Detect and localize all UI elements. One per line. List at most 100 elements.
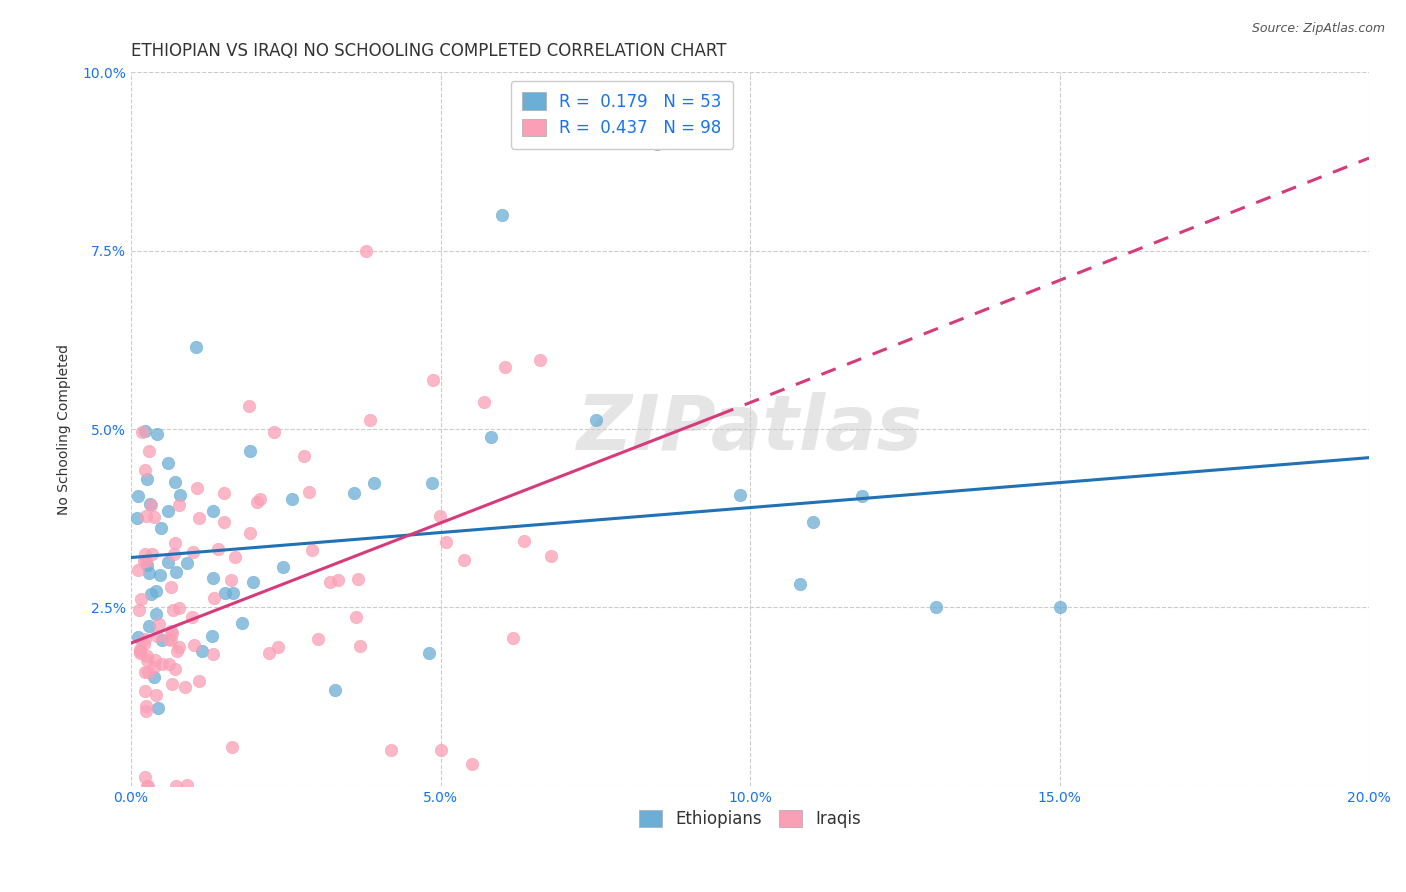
Point [132, 637, 155, 651]
Point [139, 499, 162, 513]
Point [135, 653, 157, 667]
Point [146, 629, 169, 643]
Point [131, 425, 153, 439]
Point [502, 631, 524, 645]
Point [201, 504, 224, 518]
Point [429, 743, 451, 757]
Point [434, 534, 457, 549]
Point [149, 568, 172, 582]
Point [202, 571, 225, 585]
Point [145, 583, 167, 598]
Point [301, 543, 323, 558]
Point [292, 449, 315, 463]
Point [169, 498, 191, 512]
Y-axis label: No Schooling Completed: No Schooling Completed [58, 343, 72, 515]
Point [152, 657, 174, 671]
Point [134, 463, 156, 477]
Point [138, 618, 160, 632]
Point [188, 673, 211, 688]
Point [135, 698, 157, 713]
Point [231, 615, 253, 630]
Point [127, 488, 149, 502]
Point [163, 547, 186, 561]
Point [135, 704, 157, 718]
Point [420, 475, 443, 490]
Point [143, 659, 166, 673]
Point [491, 208, 513, 222]
Point [326, 573, 349, 587]
Text: ETHIOPIAN VS IRAQI NO SCHOOLING COMPLETED CORRELATION CHART: ETHIOPIAN VS IRAQI NO SCHOOLING COMPLETE… [131, 42, 727, 60]
Point [176, 556, 198, 570]
Point [453, 553, 475, 567]
Point [169, 488, 191, 502]
Point [540, 549, 562, 564]
Point [156, 503, 179, 517]
Point [249, 491, 271, 506]
Point [157, 632, 180, 646]
Point [146, 701, 169, 715]
Point [481, 430, 503, 444]
Point [356, 244, 378, 258]
Point [136, 558, 159, 572]
Point [134, 770, 156, 784]
Point [146, 427, 169, 442]
Point [160, 677, 183, 691]
Point [242, 575, 264, 590]
Point [167, 640, 190, 655]
Point [135, 649, 157, 664]
Point [141, 586, 163, 600]
Point [645, 136, 668, 151]
Point [129, 646, 152, 660]
Point [801, 516, 824, 530]
Point [128, 641, 150, 656]
Point [134, 665, 156, 680]
Point [513, 534, 536, 549]
Point [380, 743, 402, 757]
Point [162, 603, 184, 617]
Point [145, 607, 167, 621]
Point [183, 638, 205, 652]
Point [127, 630, 149, 644]
Point [187, 511, 209, 525]
Point [349, 639, 371, 653]
Point [159, 633, 181, 648]
Point [139, 497, 162, 511]
Point [129, 591, 152, 606]
Point [165, 779, 187, 793]
Point [529, 353, 551, 368]
Point [222, 586, 245, 600]
Point [138, 444, 160, 458]
Point [186, 482, 208, 496]
Point [134, 684, 156, 698]
Point [160, 626, 183, 640]
Legend: Ethiopians, Iraqis: Ethiopians, Iraqis [633, 803, 868, 835]
Point [150, 633, 173, 648]
Point [221, 739, 243, 754]
Point [212, 515, 235, 529]
Point [156, 555, 179, 569]
Point [135, 779, 157, 793]
Point [429, 508, 451, 523]
Point [343, 485, 366, 500]
Point [166, 643, 188, 657]
Point [257, 646, 280, 660]
Point [181, 609, 204, 624]
Point [156, 456, 179, 470]
Point [181, 545, 204, 559]
Point [176, 778, 198, 792]
Point [212, 486, 235, 500]
Point [160, 624, 183, 638]
Point [163, 662, 186, 676]
Point [135, 554, 157, 568]
Point [128, 644, 150, 658]
Point [267, 640, 290, 654]
Point [418, 646, 440, 660]
Point [127, 563, 149, 577]
Point [472, 394, 495, 409]
Point [138, 665, 160, 679]
Point [143, 509, 166, 524]
Point [163, 536, 186, 550]
Point [134, 547, 156, 561]
Point [224, 550, 246, 565]
Point [136, 779, 159, 793]
